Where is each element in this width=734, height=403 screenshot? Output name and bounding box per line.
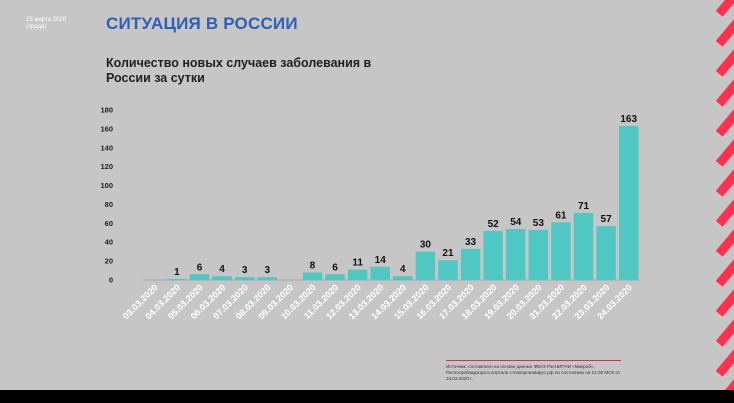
y-tick-label: 140 <box>100 143 113 152</box>
decorative-stripes <box>716 0 734 390</box>
data-label: 54 <box>510 217 522 228</box>
data-label: 14 <box>375 255 387 266</box>
bar-23.03.2020 <box>596 226 616 280</box>
y-tick-label: 160 <box>100 124 113 133</box>
bar-22.03.2020 <box>573 212 594 280</box>
bar-15.03.2020 <box>415 251 436 280</box>
data-label: 71 <box>578 201 590 212</box>
data-label: 4 <box>400 264 406 275</box>
data-label: 57 <box>601 214 613 225</box>
bar-19.03.2020 <box>506 229 526 280</box>
bar-12.03.2020 <box>347 269 368 280</box>
data-label: 6 <box>197 262 203 273</box>
bar-08.03.2020 <box>257 277 277 280</box>
date-note: 25 марта 2020 (среда) <box>26 17 67 30</box>
stripe <box>716 220 734 257</box>
y-tick-label: 40 <box>105 238 113 247</box>
bar-13.03.2020 <box>370 266 390 280</box>
y-tick-label: 180 <box>100 106 113 115</box>
stripe <box>716 40 734 77</box>
bar-05.03.2020 <box>189 274 210 280</box>
stripe <box>716 10 734 47</box>
y-tick-label: 100 <box>100 181 113 190</box>
source-note: Источник: составлено на основе данных ФБ… <box>446 360 621 382</box>
data-label: 11 <box>352 258 363 269</box>
bar-14.03.2020 <box>393 276 413 280</box>
bar-21.03.2020 <box>551 222 571 280</box>
data-label: 30 <box>420 240 432 251</box>
bar-10.03.2020 <box>302 272 323 280</box>
bar-18.03.2020 <box>483 230 503 280</box>
data-label: 33 <box>465 237 477 248</box>
stripe <box>716 100 734 137</box>
data-label: 52 <box>488 219 500 230</box>
data-label: 21 <box>442 248 454 259</box>
stripe <box>716 160 734 197</box>
slide-title: СИТУАЦИЯ В РОССИИ <box>106 14 298 33</box>
bar-06.03.2020 <box>212 276 232 280</box>
data-label: 163 <box>620 114 637 125</box>
stripe <box>716 340 734 377</box>
y-tick-label: 120 <box>100 162 113 171</box>
data-label: 61 <box>555 210 567 221</box>
stripe <box>716 70 734 107</box>
stripe <box>716 310 734 347</box>
stripe <box>716 190 734 227</box>
bar-07.03.2020 <box>234 277 255 280</box>
y-tick-label: 0 <box>109 276 113 285</box>
data-label: 3 <box>264 265 270 276</box>
stripe <box>716 280 734 317</box>
data-label: 4 <box>219 264 225 275</box>
data-label: 3 <box>242 265 248 276</box>
stripe <box>716 250 734 287</box>
bar-11.03.2020 <box>325 274 345 280</box>
data-label: 1 <box>174 267 180 278</box>
y-tick-label: 80 <box>105 200 113 209</box>
data-label: 8 <box>310 260 316 271</box>
stripe <box>716 130 734 167</box>
stripe <box>716 0 734 17</box>
bar-17.03.2020 <box>460 248 481 280</box>
y-tick-label: 60 <box>105 219 113 228</box>
bar-20.03.2020 <box>528 229 549 280</box>
bar-24.03.2020 <box>618 126 639 280</box>
data-label: 6 <box>332 262 338 273</box>
chart-title: Количество новых случаев заболевания в Р… <box>106 56 372 85</box>
bottom-bar <box>0 390 734 403</box>
bar-16.03.2020 <box>438 260 458 280</box>
slide: 25 марта 2020 (среда) СИТУАЦИЯ В РОССИИ … <box>0 0 716 390</box>
bar-chart: 02040608010012014016018003.03.2020104.03… <box>100 106 640 321</box>
bar-04.03.2020 <box>167 279 187 280</box>
data-label: 53 <box>533 218 545 229</box>
y-tick-label: 20 <box>105 257 113 266</box>
